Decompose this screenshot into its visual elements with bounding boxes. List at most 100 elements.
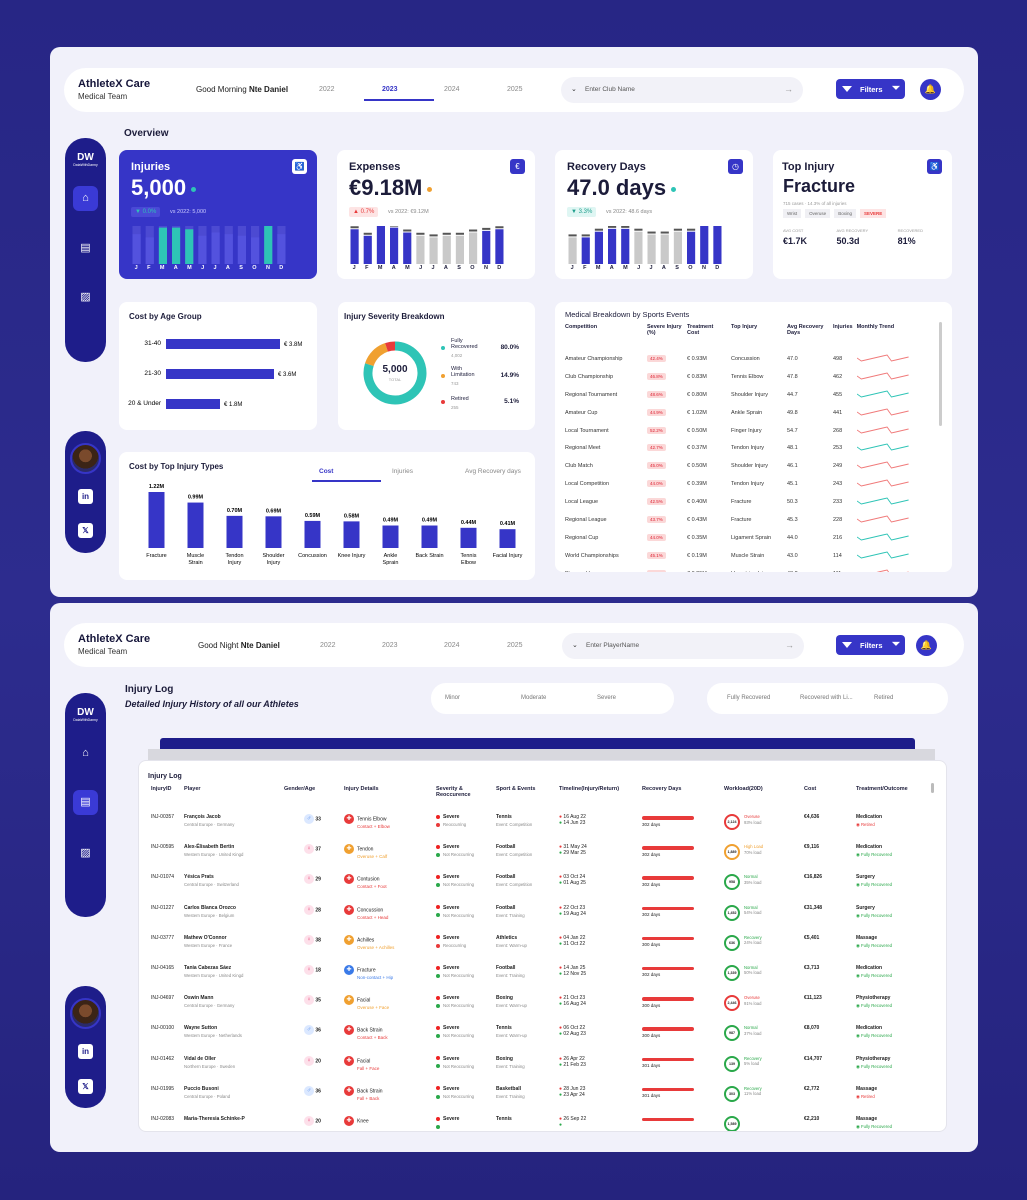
home-icon[interactable]: ⌂ bbox=[82, 747, 89, 759]
col-player[interactable]: Player bbox=[184, 786, 201, 792]
table-row[interactable]: Club Match 45.0% € 0.50M Shoulder Injury 46.… bbox=[563, 457, 935, 475]
filters-button[interactable]: Filters ⏷ bbox=[836, 635, 905, 655]
player-search-input[interactable]: ⌄ Enter PlayerName → bbox=[562, 633, 804, 659]
bar[interactable] bbox=[673, 231, 682, 264]
player-name[interactable]: Wayne Sutton bbox=[184, 1025, 218, 1032]
table-row[interactable]: INJ-00100 Wayne Sutton Western Europe · N… bbox=[149, 1019, 939, 1049]
table-row[interactable]: INJ-01227 Carlos Blanca Orozco Western Eu… bbox=[149, 899, 939, 929]
bar[interactable] bbox=[198, 235, 207, 264]
col-recovery[interactable]: Recovery Days bbox=[642, 786, 682, 792]
bar[interactable] bbox=[132, 234, 141, 264]
year-2022[interactable]: 2022 bbox=[320, 642, 336, 649]
bar[interactable] bbox=[482, 230, 491, 264]
year-2022[interactable]: 2022 bbox=[319, 86, 335, 93]
bar[interactable] bbox=[264, 226, 273, 264]
col-trend[interactable]: Monthly Trend bbox=[856, 324, 895, 330]
table-scrollbar[interactable] bbox=[931, 783, 934, 793]
bar[interactable] bbox=[211, 232, 220, 264]
table-row[interactable]: Local Competition 44.0% € 0.39M Tendon Inju… bbox=[563, 475, 935, 493]
bar[interactable] bbox=[455, 235, 464, 264]
bar[interactable] bbox=[608, 228, 617, 264]
image-icon[interactable]: ▨ bbox=[80, 847, 91, 859]
table-row[interactable]: Amateur Championship 42.4% € 0.93M Concussi… bbox=[563, 350, 935, 368]
bar[interactable] bbox=[343, 521, 360, 548]
bell-icon[interactable]: 🔔 bbox=[920, 79, 941, 100]
bar[interactable] bbox=[166, 369, 274, 379]
bar[interactable] bbox=[185, 229, 194, 264]
bar[interactable] bbox=[226, 515, 243, 548]
col-injury[interactable]: Injury Details bbox=[344, 786, 379, 792]
table-row[interactable]: INJ-00357 François Jacob Central Europe ·… bbox=[149, 808, 939, 838]
col-severe[interactable]: Severe Injury (%) bbox=[647, 324, 682, 336]
col-timeline[interactable]: Timeline(Injury/Return) bbox=[559, 786, 620, 792]
table-row[interactable]: Club Championship 46.8% € 0.83M Tennis Elbo… bbox=[563, 368, 935, 386]
bar[interactable] bbox=[634, 231, 643, 264]
col-id[interactable]: InjuryID bbox=[151, 786, 172, 792]
table-row[interactable]: INJ-04165 Tania Cabezas Sáez Western Euro… bbox=[149, 959, 939, 989]
bar[interactable] bbox=[145, 237, 154, 264]
player-name[interactable]: Mathew O'Connor bbox=[184, 934, 227, 941]
col-injuries[interactable]: Injuries bbox=[833, 324, 853, 330]
col-outcome[interactable]: Treatment/Outcome bbox=[856, 786, 908, 792]
year-2025[interactable]: 2025 bbox=[507, 86, 523, 93]
table-row[interactable]: Diamond League 43.2% € 0.25M Hamstring Inju… bbox=[563, 565, 935, 572]
player-name[interactable]: Carlos Blanca Orozco bbox=[184, 904, 236, 911]
bar[interactable] bbox=[277, 234, 286, 264]
bar[interactable] bbox=[166, 399, 220, 409]
filter-fully-recovered[interactable]: Fully Recovered bbox=[727, 695, 771, 701]
table-row[interactable]: Local League 42.5% € 0.40M Fracture 50.3 233 bbox=[563, 493, 935, 511]
filter-severe[interactable]: Severe bbox=[597, 695, 617, 701]
table-row[interactable]: Amateur Cup 44.9% € 1.02M Ankle Sprain 49.8 4… bbox=[563, 404, 935, 422]
arrow-right-icon[interactable]: → bbox=[785, 640, 794, 650]
table-row[interactable]: INJ-02083 Maria-Theresia Schinke-P ♀ 20 … bbox=[149, 1110, 939, 1131]
filters-button[interactable]: Filters ⏷ bbox=[836, 79, 905, 99]
bar[interactable] bbox=[172, 227, 181, 264]
bar[interactable] bbox=[363, 235, 372, 264]
x-twitter-icon[interactable]: 𝕏 bbox=[78, 1079, 93, 1094]
table-row[interactable]: INJ-03777 Mathew O'Connor Western Europe … bbox=[149, 929, 939, 959]
bar[interactable] bbox=[187, 502, 204, 548]
year-2024[interactable]: 2024 bbox=[444, 86, 460, 93]
col-top-injury[interactable]: Top Injury bbox=[731, 324, 758, 330]
table-row[interactable]: INJ-01074 Yésica Prats Central Europe · S… bbox=[149, 868, 939, 898]
bar[interactable] bbox=[442, 235, 451, 264]
bar[interactable] bbox=[469, 232, 478, 264]
bar[interactable] bbox=[499, 529, 516, 548]
kpi-recovery-card[interactable]: Recovery Days 47.0 days ◷ ▼ 3.3% vs 2022… bbox=[555, 150, 753, 279]
bar[interactable] bbox=[237, 235, 246, 264]
col-severity[interactable]: Severity & Reoccurence bbox=[436, 786, 471, 798]
image-icon[interactable]: ▨ bbox=[80, 291, 91, 303]
player-name[interactable]: Vidal de Oller bbox=[184, 1055, 216, 1062]
col-competition[interactable]: Competition bbox=[565, 324, 598, 330]
year-2024[interactable]: 2024 bbox=[444, 642, 460, 649]
linkedin-icon[interactable]: in bbox=[78, 1044, 93, 1059]
year-2025[interactable]: 2025 bbox=[507, 642, 523, 649]
player-name[interactable]: Puccio Busoni bbox=[184, 1085, 219, 1092]
tab-avg-recovery[interactable]: Avg Recovery days bbox=[465, 468, 521, 475]
bar[interactable] bbox=[660, 234, 669, 264]
bar[interactable] bbox=[158, 227, 167, 264]
donut-slice[interactable] bbox=[365, 343, 389, 367]
report-icon[interactable]: ▤ bbox=[73, 790, 98, 815]
table-scrollbar[interactable] bbox=[939, 322, 942, 426]
year-2023[interactable]: 2023 bbox=[382, 86, 398, 93]
filter-minor[interactable]: Minor bbox=[445, 695, 461, 701]
table-row[interactable]: INJ-04697 Oswin Mann Central Europe · Ger… bbox=[149, 989, 939, 1019]
table-row[interactable]: INJ-01462 Vidal de Oller Northern Europe … bbox=[149, 1050, 939, 1080]
col-cost[interactable]: Cost bbox=[804, 786, 817, 792]
table-row[interactable]: Regional Meet 42.7% € 0.37M Tendon Injury 48… bbox=[563, 439, 935, 457]
bar[interactable] bbox=[421, 525, 438, 548]
bar[interactable] bbox=[429, 237, 438, 264]
bar[interactable] bbox=[416, 235, 425, 264]
club-search-input[interactable]: ⌄ Enter Club Name → bbox=[561, 77, 803, 103]
bar[interactable] bbox=[350, 229, 359, 264]
bar[interactable] bbox=[495, 229, 504, 264]
bar[interactable] bbox=[581, 237, 590, 264]
arrow-right-icon[interactable]: → bbox=[784, 84, 793, 94]
bar[interactable] bbox=[224, 234, 233, 264]
bar[interactable] bbox=[148, 492, 165, 548]
bar[interactable] bbox=[265, 516, 282, 548]
col-sport[interactable]: Sport & Events bbox=[496, 786, 536, 792]
donut-slice[interactable] bbox=[363, 341, 427, 405]
bar[interactable] bbox=[460, 527, 477, 548]
